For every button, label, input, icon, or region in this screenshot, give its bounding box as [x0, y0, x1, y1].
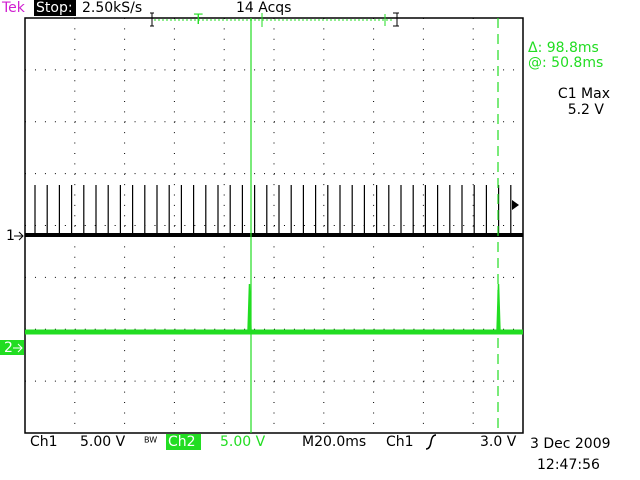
- ch2-label-bg: [166, 434, 201, 450]
- measure-label: C1 Max: [558, 86, 610, 102]
- waveforms: [25, 18, 523, 433]
- time: 12:47:56: [537, 457, 600, 473]
- ch2-marker: 2: [4, 340, 13, 356]
- timebase: M20.0ms: [302, 434, 366, 450]
- ch1-pulses: [34, 185, 512, 235]
- ch2-scale: 5.00 V: [220, 434, 266, 450]
- ch1-marker: 1: [6, 228, 15, 244]
- graticule-border: [24, 17, 524, 434]
- ch1-arrow: [14, 231, 24, 241]
- sample-rate: 2.50kS/s: [82, 0, 142, 16]
- ch2-label: Ch2: [168, 434, 196, 450]
- cursor-at: @: 50.8ms: [528, 55, 603, 71]
- status: Stop:: [36, 0, 73, 16]
- trigger-slope: [425, 434, 437, 450]
- graticule: [25, 18, 523, 433]
- bw-limit: BW: [144, 436, 157, 445]
- trigger-level-marker: [512, 200, 519, 210]
- ch1-scale: 5.00 V: [80, 434, 126, 450]
- record-brackets: [150, 12, 399, 27]
- trigger-marker: T: [193, 12, 203, 28]
- trigger-level: 3.0 V: [480, 434, 517, 450]
- trigger-source: Ch1: [386, 434, 414, 450]
- date: 3 Dec 2009: [530, 436, 611, 452]
- cursor-delta: Δ: 98.8ms: [528, 40, 599, 56]
- ch2-arrow: [13, 343, 23, 353]
- status-bg: [34, 0, 76, 16]
- acquisitions: 14 Acqs: [236, 0, 291, 16]
- brand: Tek: [1, 0, 26, 16]
- measure-value: 5.2 V: [568, 102, 605, 118]
- ch1-label: Ch1: [30, 434, 58, 450]
- ch2-marker-bg: [0, 340, 24, 355]
